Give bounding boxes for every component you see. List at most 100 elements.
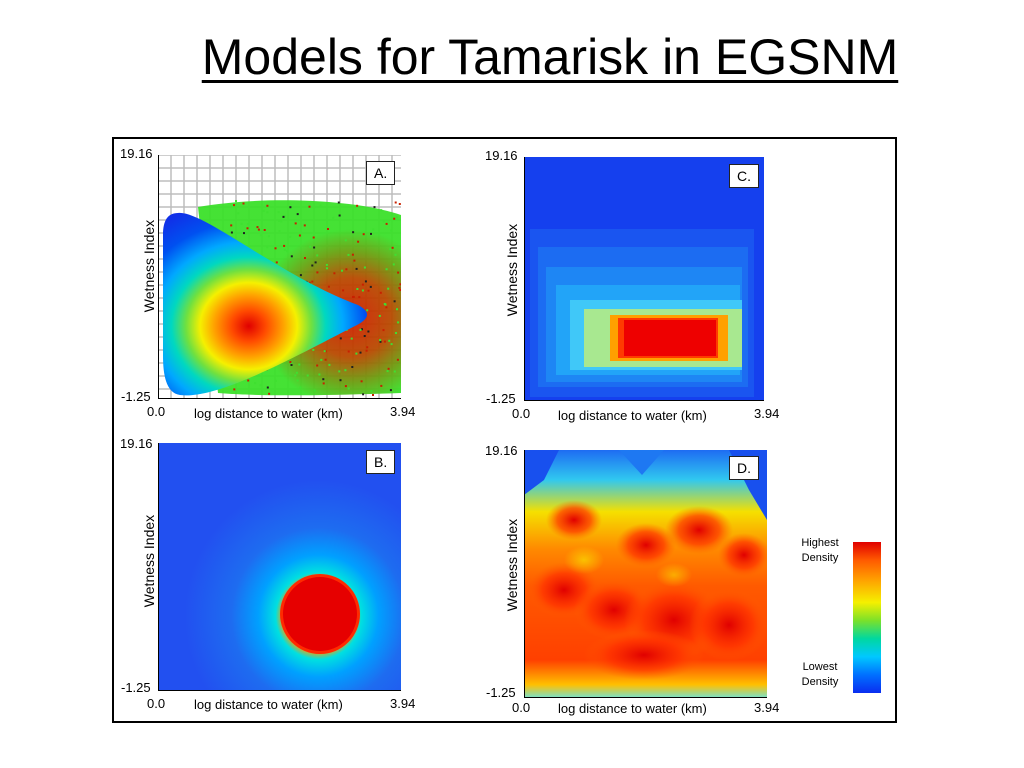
sample-point — [275, 379, 277, 382]
sample-point — [230, 224, 233, 227]
sample-point — [347, 350, 350, 353]
y-axis-label-b: Wetness Index — [141, 514, 157, 608]
sample-point — [370, 232, 372, 235]
panel-tag-d: D. — [729, 456, 759, 480]
sample-point — [394, 245, 397, 248]
sample-point — [309, 245, 312, 248]
sample-point — [286, 250, 289, 253]
x-axis-label-b: log distance to water (km) — [194, 697, 343, 712]
sample-point — [308, 205, 311, 208]
sample-point — [282, 215, 285, 218]
sample-point — [316, 254, 319, 257]
sample-point — [370, 390, 373, 393]
sample-point — [351, 366, 354, 368]
sample-point — [324, 350, 327, 353]
sample-point — [396, 216, 398, 219]
sample-point — [347, 253, 350, 256]
sample-point — [322, 378, 325, 381]
panel-tag-c: C. — [729, 164, 759, 188]
sample-point — [289, 361, 292, 364]
y-axis-line-d — [524, 450, 525, 697]
legend-low-label: Lowest Density — [801, 661, 839, 688]
x-axis-line-d — [524, 697, 767, 698]
panel-tag-b: B. — [366, 450, 396, 474]
sample-point — [313, 246, 316, 249]
sample-point — [312, 348, 315, 351]
sample-point — [283, 248, 286, 251]
sample-point — [254, 382, 257, 385]
sample-point — [361, 328, 363, 331]
sample-point — [332, 216, 335, 219]
sample-point — [303, 224, 306, 227]
sample-point — [393, 300, 396, 303]
sample-point — [359, 351, 362, 354]
sample-point — [341, 269, 343, 272]
sample-point — [399, 289, 401, 291]
sample-point — [237, 212, 240, 215]
sample-point — [259, 234, 262, 237]
sample-point — [256, 226, 259, 229]
heatmap-a-svg — [158, 155, 401, 398]
sample-point — [393, 217, 396, 220]
sample-point — [390, 229, 393, 232]
sample-point — [387, 367, 390, 370]
sample-point — [385, 306, 388, 309]
sample-point — [357, 240, 360, 243]
sample-point — [306, 374, 309, 377]
sample-point — [355, 267, 358, 270]
sample-point — [367, 289, 370, 292]
sample-point — [359, 328, 362, 331]
sample-point — [312, 236, 315, 239]
sample-point — [257, 228, 260, 231]
sample-point — [275, 261, 278, 264]
sample-point — [283, 244, 286, 247]
sample-point — [351, 253, 354, 256]
sample-point — [339, 337, 342, 340]
sample-point — [277, 211, 280, 214]
sample-point — [245, 232, 248, 235]
figure-frame — [112, 137, 897, 723]
sample-point — [326, 267, 328, 270]
sample-point — [398, 286, 401, 289]
sample-point — [233, 388, 236, 391]
sample-point — [263, 229, 266, 231]
sample-point — [259, 384, 262, 387]
sample-point — [324, 358, 327, 361]
sample-point — [243, 232, 245, 235]
sample-point — [391, 246, 394, 249]
sample-point — [364, 280, 367, 283]
x-tick-right-d: 3.94 — [754, 700, 780, 715]
y-axis-line-b — [158, 443, 159, 690]
sample-point — [393, 370, 396, 373]
sample-point — [314, 261, 317, 264]
sample-point — [311, 280, 314, 283]
x-axis-line-b — [158, 690, 401, 691]
sample-point — [397, 271, 400, 274]
sample-point — [289, 206, 292, 209]
sample-point — [397, 321, 400, 324]
sample-point — [394, 253, 397, 256]
sample-point — [385, 268, 388, 271]
x-tick-right-c: 3.94 — [754, 406, 780, 421]
sample-point — [396, 358, 399, 361]
heatmap-b-svg — [158, 443, 401, 690]
sample-point — [294, 374, 297, 377]
sample-point — [382, 220, 385, 223]
sample-point — [327, 285, 330, 288]
sample-point — [380, 209, 383, 212]
x-tick-left-a: 0.0 — [147, 404, 166, 419]
sample-point — [361, 289, 364, 292]
heatmap-d-svg — [524, 450, 767, 697]
sample-point — [389, 389, 392, 392]
density-color-scale — [853, 542, 881, 693]
sample-point — [298, 363, 301, 366]
sample-point — [299, 274, 302, 277]
sample-point — [390, 343, 393, 346]
sample-point — [258, 229, 261, 232]
sample-point — [240, 222, 243, 225]
sample-point — [316, 271, 319, 274]
sample-point — [262, 209, 265, 212]
sample-point — [396, 308, 398, 311]
sample-point — [235, 200, 237, 202]
heatmap-b — [158, 443, 401, 690]
